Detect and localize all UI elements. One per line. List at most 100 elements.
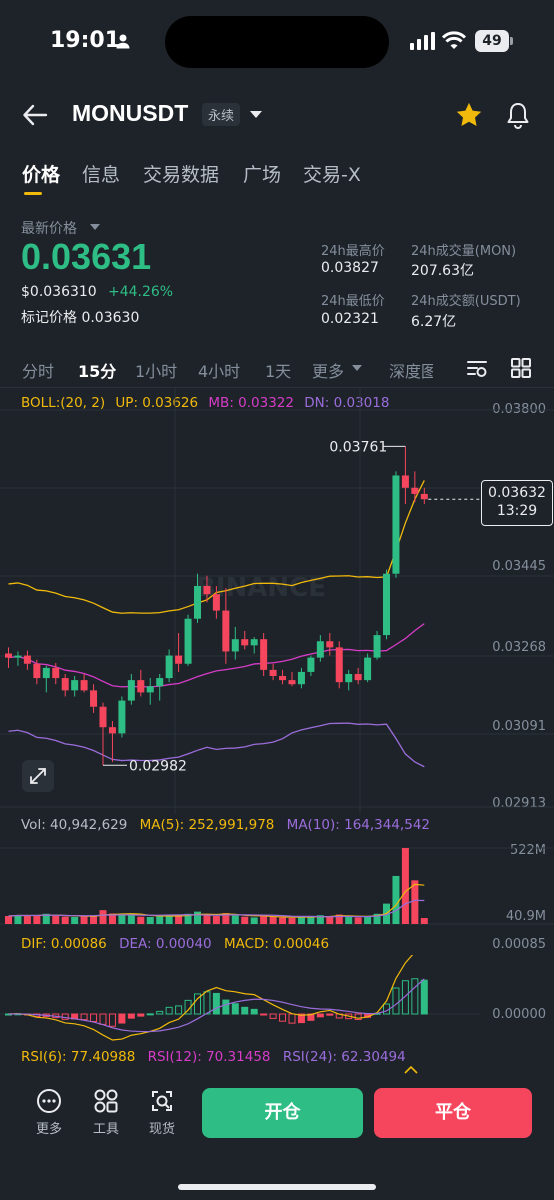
macd-histogram-bar <box>411 978 419 1015</box>
tab-price[interactable]: 价格 <box>22 164 61 186</box>
volume-ma10-line <box>8 899 425 918</box>
candle-body <box>269 669 277 677</box>
close-position-button[interactable]: 平仓 <box>374 1088 532 1138</box>
tab-square[interactable]: 广场 <box>243 164 282 186</box>
symbol-title[interactable]: MONUSDT <box>72 100 189 126</box>
volume-bar <box>5 915 12 924</box>
volume-bar <box>137 916 145 924</box>
macd-dea-line <box>8 978 425 1033</box>
macd-histogram-bar <box>269 1013 277 1019</box>
candle-body <box>184 618 192 664</box>
favorite-star-icon[interactable] <box>455 102 483 128</box>
vol-ma5: MA(5): 252,991,978 <box>139 817 275 833</box>
high-24h-label: 24h最高价 <box>321 244 385 259</box>
interval-1h[interactable]: 1小时 <box>135 362 178 381</box>
macd-histogram-bar <box>146 1013 154 1016</box>
volume-bar <box>14 914 22 924</box>
volume-bar <box>364 915 372 924</box>
macd-dif: DIF: 0.00086 <box>21 936 107 952</box>
low-24h-label: 24h最低价 <box>321 294 385 309</box>
back-arrow-icon[interactable] <box>22 102 48 128</box>
candle-body <box>420 493 428 500</box>
interval-selector: 分时 15分 1小时 4小时 1天 更多 深度图 <box>0 354 554 382</box>
candle-body <box>42 667 50 679</box>
expand-icon <box>30 768 46 784</box>
interval-more[interactable]: 更多 <box>312 362 345 381</box>
macd-histogram-bar <box>401 980 409 1015</box>
more-button[interactable]: 更多 <box>29 1088 69 1137</box>
rsi12: RSI(12): 70.31458 <box>147 1049 271 1065</box>
macd-dea: DEA: 0.00040 <box>119 936 212 952</box>
volume-chart[interactable] <box>0 838 554 928</box>
macd-histogram-bar <box>156 1010 164 1015</box>
candle-body <box>33 663 41 679</box>
high-price-label: 0.03761 <box>329 439 387 455</box>
contract-type-badge[interactable]: 永续 <box>202 103 241 126</box>
mark-price-label: 标记价格 <box>21 310 77 326</box>
spot-icon <box>152 1091 172 1111</box>
boll-up: UP: 0.03626 <box>115 395 199 411</box>
open-position-button[interactable]: 开仓 <box>202 1088 363 1138</box>
chevron-down-icon[interactable] <box>249 110 263 120</box>
candle-body <box>345 673 353 683</box>
volume-bar <box>212 915 220 924</box>
tab-trading-data[interactable]: 交易数据 <box>143 164 220 186</box>
spot-label: 现货 <box>148 1122 175 1137</box>
candle-body <box>146 686 154 693</box>
wifi-icon <box>442 31 466 49</box>
current-price-value: 0.03632 <box>488 485 546 501</box>
candle-body <box>90 690 98 707</box>
volume-bar <box>279 917 287 924</box>
candle-body <box>203 585 211 595</box>
boll-dn-line <box>8 722 425 768</box>
indicator-settings-icon[interactable] <box>466 357 488 379</box>
candle-body <box>241 639 249 646</box>
macd-histogram-bar <box>175 1005 183 1015</box>
macd-histogram-bar <box>260 1013 268 1016</box>
tab-info[interactable]: 信息 <box>82 164 121 186</box>
candle-body <box>80 680 88 691</box>
latest-price-label: 最新价格 <box>21 221 77 237</box>
candle-body <box>212 594 220 611</box>
spot-button[interactable]: 现货 <box>142 1088 182 1137</box>
macd-dif-line <box>8 955 414 1041</box>
volume-bar <box>401 848 409 924</box>
candle-body <box>222 610 230 652</box>
interval-depth[interactable]: 深度图 <box>389 362 433 381</box>
macd-chart[interactable] <box>0 955 480 1043</box>
layout-grid-icon[interactable] <box>510 357 532 379</box>
boll-legend: BOLL:(20, 2) UP: 0.03626 MB: 0.03322 DN:… <box>21 395 389 411</box>
person-icon <box>116 34 130 49</box>
tab-trade-x[interactable]: 交易-X <box>303 164 361 186</box>
more-dots-icon <box>37 1089 61 1113</box>
candle-body <box>165 655 173 679</box>
bell-icon[interactable] <box>505 101 531 129</box>
interval-4h[interactable]: 4小时 <box>198 362 241 381</box>
volume-axis-top: 522M <box>509 843 546 858</box>
candle-body <box>52 667 60 679</box>
candle-body <box>14 655 22 658</box>
interval-1d[interactable]: 1天 <box>265 362 292 381</box>
candle-body <box>250 639 258 646</box>
low-24h-value: 0.02321 <box>321 311 379 327</box>
candle-body <box>99 706 107 728</box>
home-indicator <box>178 1184 376 1190</box>
macd-histogram-bar <box>326 1013 334 1016</box>
macd-axis-bottom: 0.00000 <box>492 1007 546 1022</box>
tools-label: 工具 <box>92 1122 119 1137</box>
macd-histogram-bar <box>90 1013 98 1022</box>
volume-bar <box>118 914 126 924</box>
candle-body <box>61 678 69 691</box>
volume-bar <box>175 915 183 924</box>
interval-timeline[interactable]: 分时 <box>22 362 55 381</box>
more-caret-icon <box>352 365 362 371</box>
vol-value: Vol: 40,942,629 <box>21 817 128 833</box>
chevron-up-icon[interactable] <box>404 1066 418 1074</box>
volume-bar <box>392 875 400 924</box>
tools-button[interactable]: 工具 <box>86 1088 126 1137</box>
volume-bar <box>420 918 428 924</box>
candle-body <box>307 657 315 672</box>
fullscreen-button[interactable] <box>22 760 54 792</box>
interval-15m[interactable]: 15分 <box>78 362 117 381</box>
